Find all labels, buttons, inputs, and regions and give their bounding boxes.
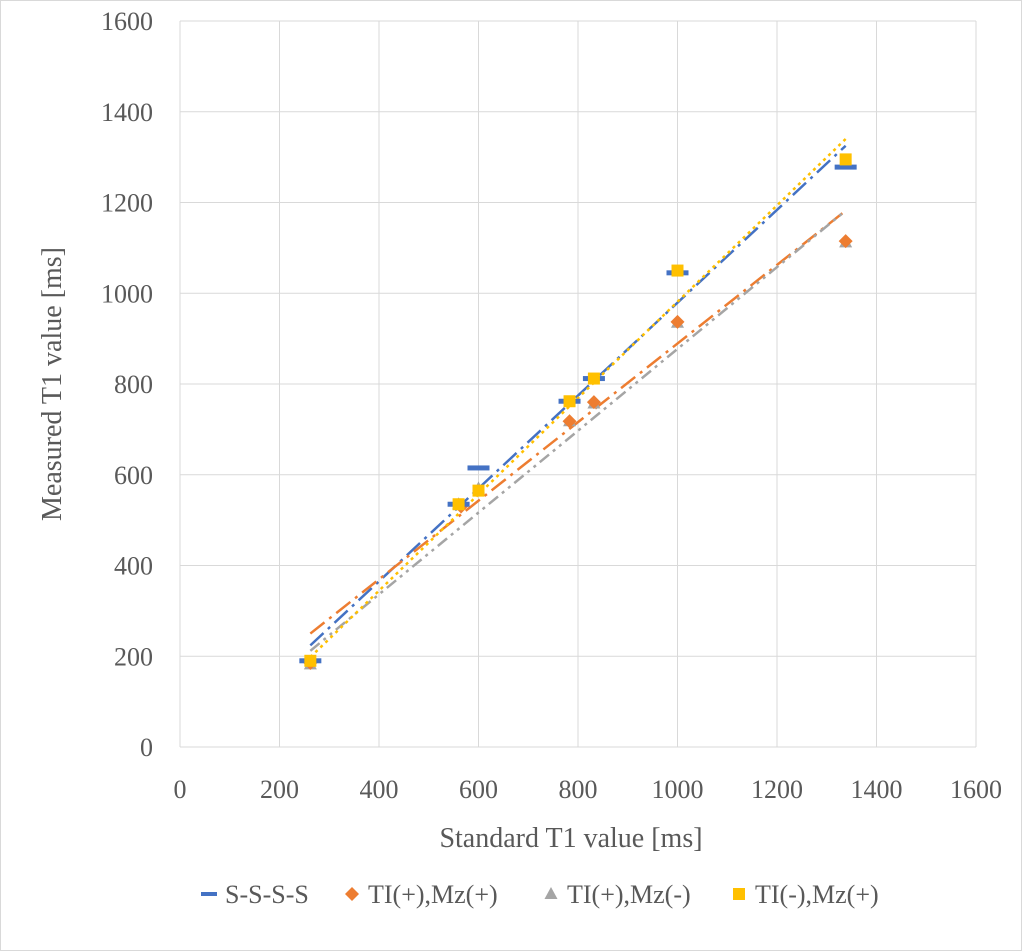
data-point (563, 395, 576, 408)
data-point (467, 465, 490, 471)
data-point (838, 234, 853, 249)
trendline-series-1 (309, 144, 847, 647)
data-point (587, 372, 600, 385)
y-tick-label: 400 (114, 552, 153, 581)
data-point (472, 484, 485, 497)
y-tick-label: 800 (114, 370, 153, 399)
x-axis-title: Standard T1 value [ms] (439, 823, 702, 854)
legend-label: TI(+),Mz(-) (567, 880, 691, 909)
x-tick-label: 600 (459, 775, 498, 804)
data-point (839, 153, 852, 166)
data-point (562, 414, 577, 429)
series-4-markers (304, 153, 852, 667)
y-tick-label: 600 (114, 461, 153, 490)
legend-item-2: TI(+),Mz(+) (345, 880, 498, 909)
data-markers (299, 153, 857, 671)
y-axis-title: Measured T1 value [ms] (37, 247, 68, 521)
x-tick-label: 800 (559, 775, 598, 804)
legend-swatch (733, 888, 745, 900)
x-tick-label: 400 (360, 775, 399, 804)
legend: S-S-S-S TI(+),Mz(+) TI(+),Mz(-) TI(-),Mz(+) (201, 880, 879, 909)
y-tick-labels: 0 200 400 600 800 1000 1200 1400 1600 (101, 7, 153, 762)
x-tick-label: 0 (174, 775, 187, 804)
data-point (670, 314, 685, 329)
data-point (304, 654, 317, 667)
x-tick-label: 1600 (950, 775, 1002, 804)
data-point (452, 498, 465, 511)
legend-item-4: TI(-),Mz(+) (733, 880, 879, 909)
y-tick-label: 0 (140, 733, 153, 762)
legend-label: S-S-S-S (225, 880, 309, 909)
data-point (586, 395, 601, 410)
data-point (834, 164, 857, 170)
trendline-series-2 (309, 209, 847, 635)
y-tick-label: 200 (114, 642, 153, 671)
gridlines (179, 20, 977, 748)
x-tick-label: 1200 (751, 775, 803, 804)
y-tick-label: 1400 (101, 98, 153, 127)
y-tick-label: 1600 (101, 7, 153, 36)
x-tick-labels: 0 200 400 600 800 1000 1200 1400 1600 (174, 775, 1003, 804)
x-tick-label: 1000 (652, 775, 704, 804)
legend-item-3: TI(+),Mz(-) (544, 880, 691, 909)
x-tick-label: 200 (260, 775, 299, 804)
trendline-series-4 (309, 138, 847, 659)
legend-label: TI(-),Mz(+) (755, 880, 879, 909)
x-tick-label: 1400 (851, 775, 903, 804)
legend-swatch (201, 892, 217, 896)
trendlines (309, 138, 847, 659)
legend-swatch (345, 887, 359, 901)
y-tick-label: 1200 (101, 189, 153, 218)
y-tick-label: 1000 (101, 279, 153, 308)
data-point (671, 264, 684, 277)
legend-label: TI(+),Mz(+) (368, 880, 498, 909)
legend-item-1: S-S-S-S (201, 880, 309, 909)
legend-swatch (544, 887, 558, 899)
